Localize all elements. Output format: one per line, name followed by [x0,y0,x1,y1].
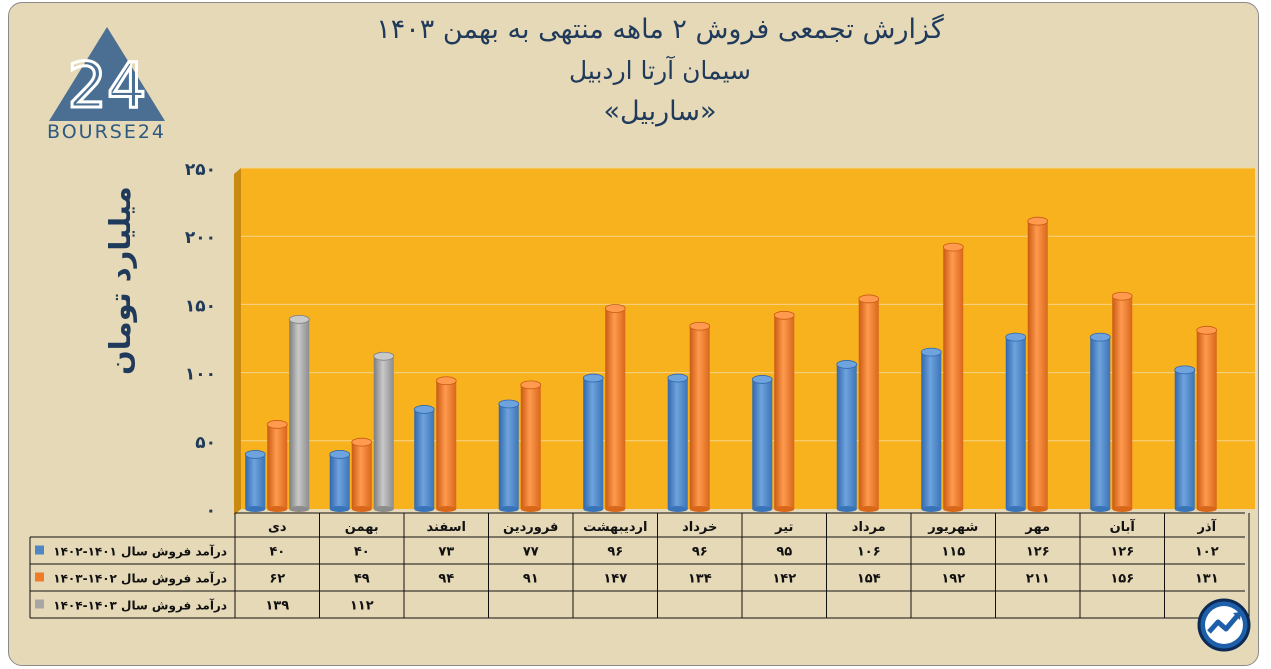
legend-entry: درآمد فروش سال ۱۴۰۲-۱۴۰۳ [53,571,227,587]
bars [244,216,1218,512]
category-label: فروردین [503,520,558,535]
data-label: ۱۲۶ [1026,545,1050,560]
category-label: بهمن [345,520,379,535]
data-label: ۱۱۵ [941,545,965,560]
bar [520,380,542,512]
data-label: ۱۳۴ [688,572,712,587]
legend-swatch [35,545,44,555]
bar [751,375,773,512]
data-label: ۹۶ [607,545,623,560]
bar [498,399,520,512]
data-label: ۹۱ [523,572,539,587]
plot-background [241,168,1255,509]
bar [373,351,395,512]
bar [1111,291,1133,512]
data-label: ۱۵۶ [1110,572,1134,587]
data-label: ۱۵۴ [857,572,881,587]
bar [836,360,858,512]
category-label: خرداد [682,520,717,535]
bar [689,321,711,512]
category-label: مرداد [852,520,886,535]
category-label: آبان [1110,518,1136,535]
category-label: مهر [1024,520,1050,535]
legend-swatch [35,599,44,609]
data-label: ۴۰ [354,545,370,560]
data-label: ۴۹ [354,572,370,587]
bar [858,294,880,512]
bar [266,420,288,512]
category-label: آذر [1196,518,1216,535]
bar [773,310,795,512]
gridlines [241,167,1255,442]
data-label: ۹۶ [692,545,708,560]
bar [942,242,964,512]
y-tick-label: ۱۰۰ [185,365,216,385]
data-label: ۱۳۱ [1195,572,1219,587]
data-label: ۱۰۲ [1195,545,1219,560]
bar [920,347,942,512]
bar [1174,365,1196,512]
logo-text: BOURSE24 [47,121,167,143]
data-label: ۲۱۱ [1026,572,1050,587]
data-label: ۱۴۷ [603,572,627,587]
bar [244,450,266,512]
legend-entry: درآمد فروش سال ۱۴۰۳-۱۴۰۴ [53,598,227,614]
y-tick-label: ۲۵۰ [185,160,216,180]
data-label: ۱۳۹ [265,599,289,614]
bar [604,304,626,512]
category-label: اسفند [427,520,466,535]
data-label: ۶۲ [269,572,285,587]
data-label: ۱۹۲ [941,572,965,587]
bar [435,376,457,512]
bar [288,315,310,512]
category-label: شهریور [927,520,978,535]
bar [1005,332,1027,512]
bar [1027,216,1049,512]
data-label: ۱۰۶ [857,545,881,560]
chart-subtitle: سیمان آرتا اردبیل [569,56,751,85]
chart-title: گزارش تجمعی فروش ۲ ماهه منتهی به بهمن ۱۴… [376,14,944,45]
bar [582,373,604,512]
data-label: ۴۰ [269,545,285,560]
legend-swatch [35,572,44,582]
data-table: دی بهمن اسفند فروردین اردیبهشت خرداد تیر مرداد ش… [29,512,1250,619]
data-label: ۷۷ [523,545,539,560]
y-tick-label: ۲۰۰ [185,228,216,248]
data-label: ۱۱۲ [350,599,374,614]
plot-area [234,168,1255,515]
y-tick-label: ۱۵۰ [185,296,216,316]
bar [329,450,351,512]
category-label: تیر [774,520,793,535]
bar [667,373,689,512]
data-label: ۹۵ [776,545,792,560]
bar [1196,325,1218,512]
data-label: ۹۴ [438,572,454,587]
plot-side-wall [234,168,241,515]
data-label: ۷۳ [438,545,454,560]
legend-entry: درآمد فروش سال ۱۴۰۱-۱۴۰۲ [53,544,227,560]
category-label: دی [268,520,287,535]
data-label: ۱۲۶ [1110,545,1134,560]
logo-number: 24 [68,49,147,122]
y-tick-label: ۰ [206,501,216,521]
y-axis-ticks: ۰ ۵۰ ۱۰۰ ۱۵۰ ۲۰۰ ۲۵۰ [185,160,216,521]
data-label: ۱۴۲ [772,572,796,587]
bourse24-logo-icon: 24 [49,27,165,124]
company-symbol: «ساربیل» [603,96,717,127]
category-label: اردیبهشت [583,520,647,535]
bar [413,405,435,512]
trend-badge-icon [1197,598,1251,652]
bar [351,437,373,512]
y-tick-label: ۵۰ [195,433,216,453]
bar [1089,332,1111,512]
